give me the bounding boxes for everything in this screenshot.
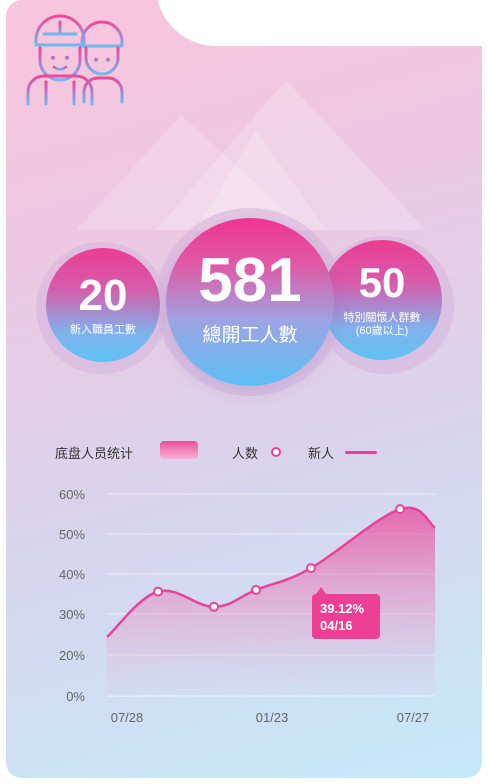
tooltip-percent: 39.12% [320, 600, 380, 617]
data-tooltip: 39.12% 04/16 [312, 594, 380, 639]
y-tick-label: 50% [59, 527, 85, 542]
data-point[interactable] [154, 588, 162, 596]
data-point[interactable] [396, 505, 404, 513]
x-tick-label: 07/28 [111, 710, 144, 725]
data-point[interactable] [210, 603, 218, 611]
x-tick-label: 01/23 [256, 710, 289, 725]
y-tick-label: 40% [59, 567, 85, 582]
series-area [107, 508, 435, 696]
x-tick-label: 07/27 [397, 710, 430, 725]
y-tick-label: 30% [59, 607, 85, 622]
y-tick-label: 60% [59, 487, 85, 502]
y-tick-label: 20% [59, 648, 85, 663]
y-tick-label: 0% [66, 689, 85, 704]
data-point[interactable] [252, 586, 260, 594]
data-point[interactable] [307, 564, 315, 572]
tooltip-date: 04/16 [320, 617, 380, 634]
